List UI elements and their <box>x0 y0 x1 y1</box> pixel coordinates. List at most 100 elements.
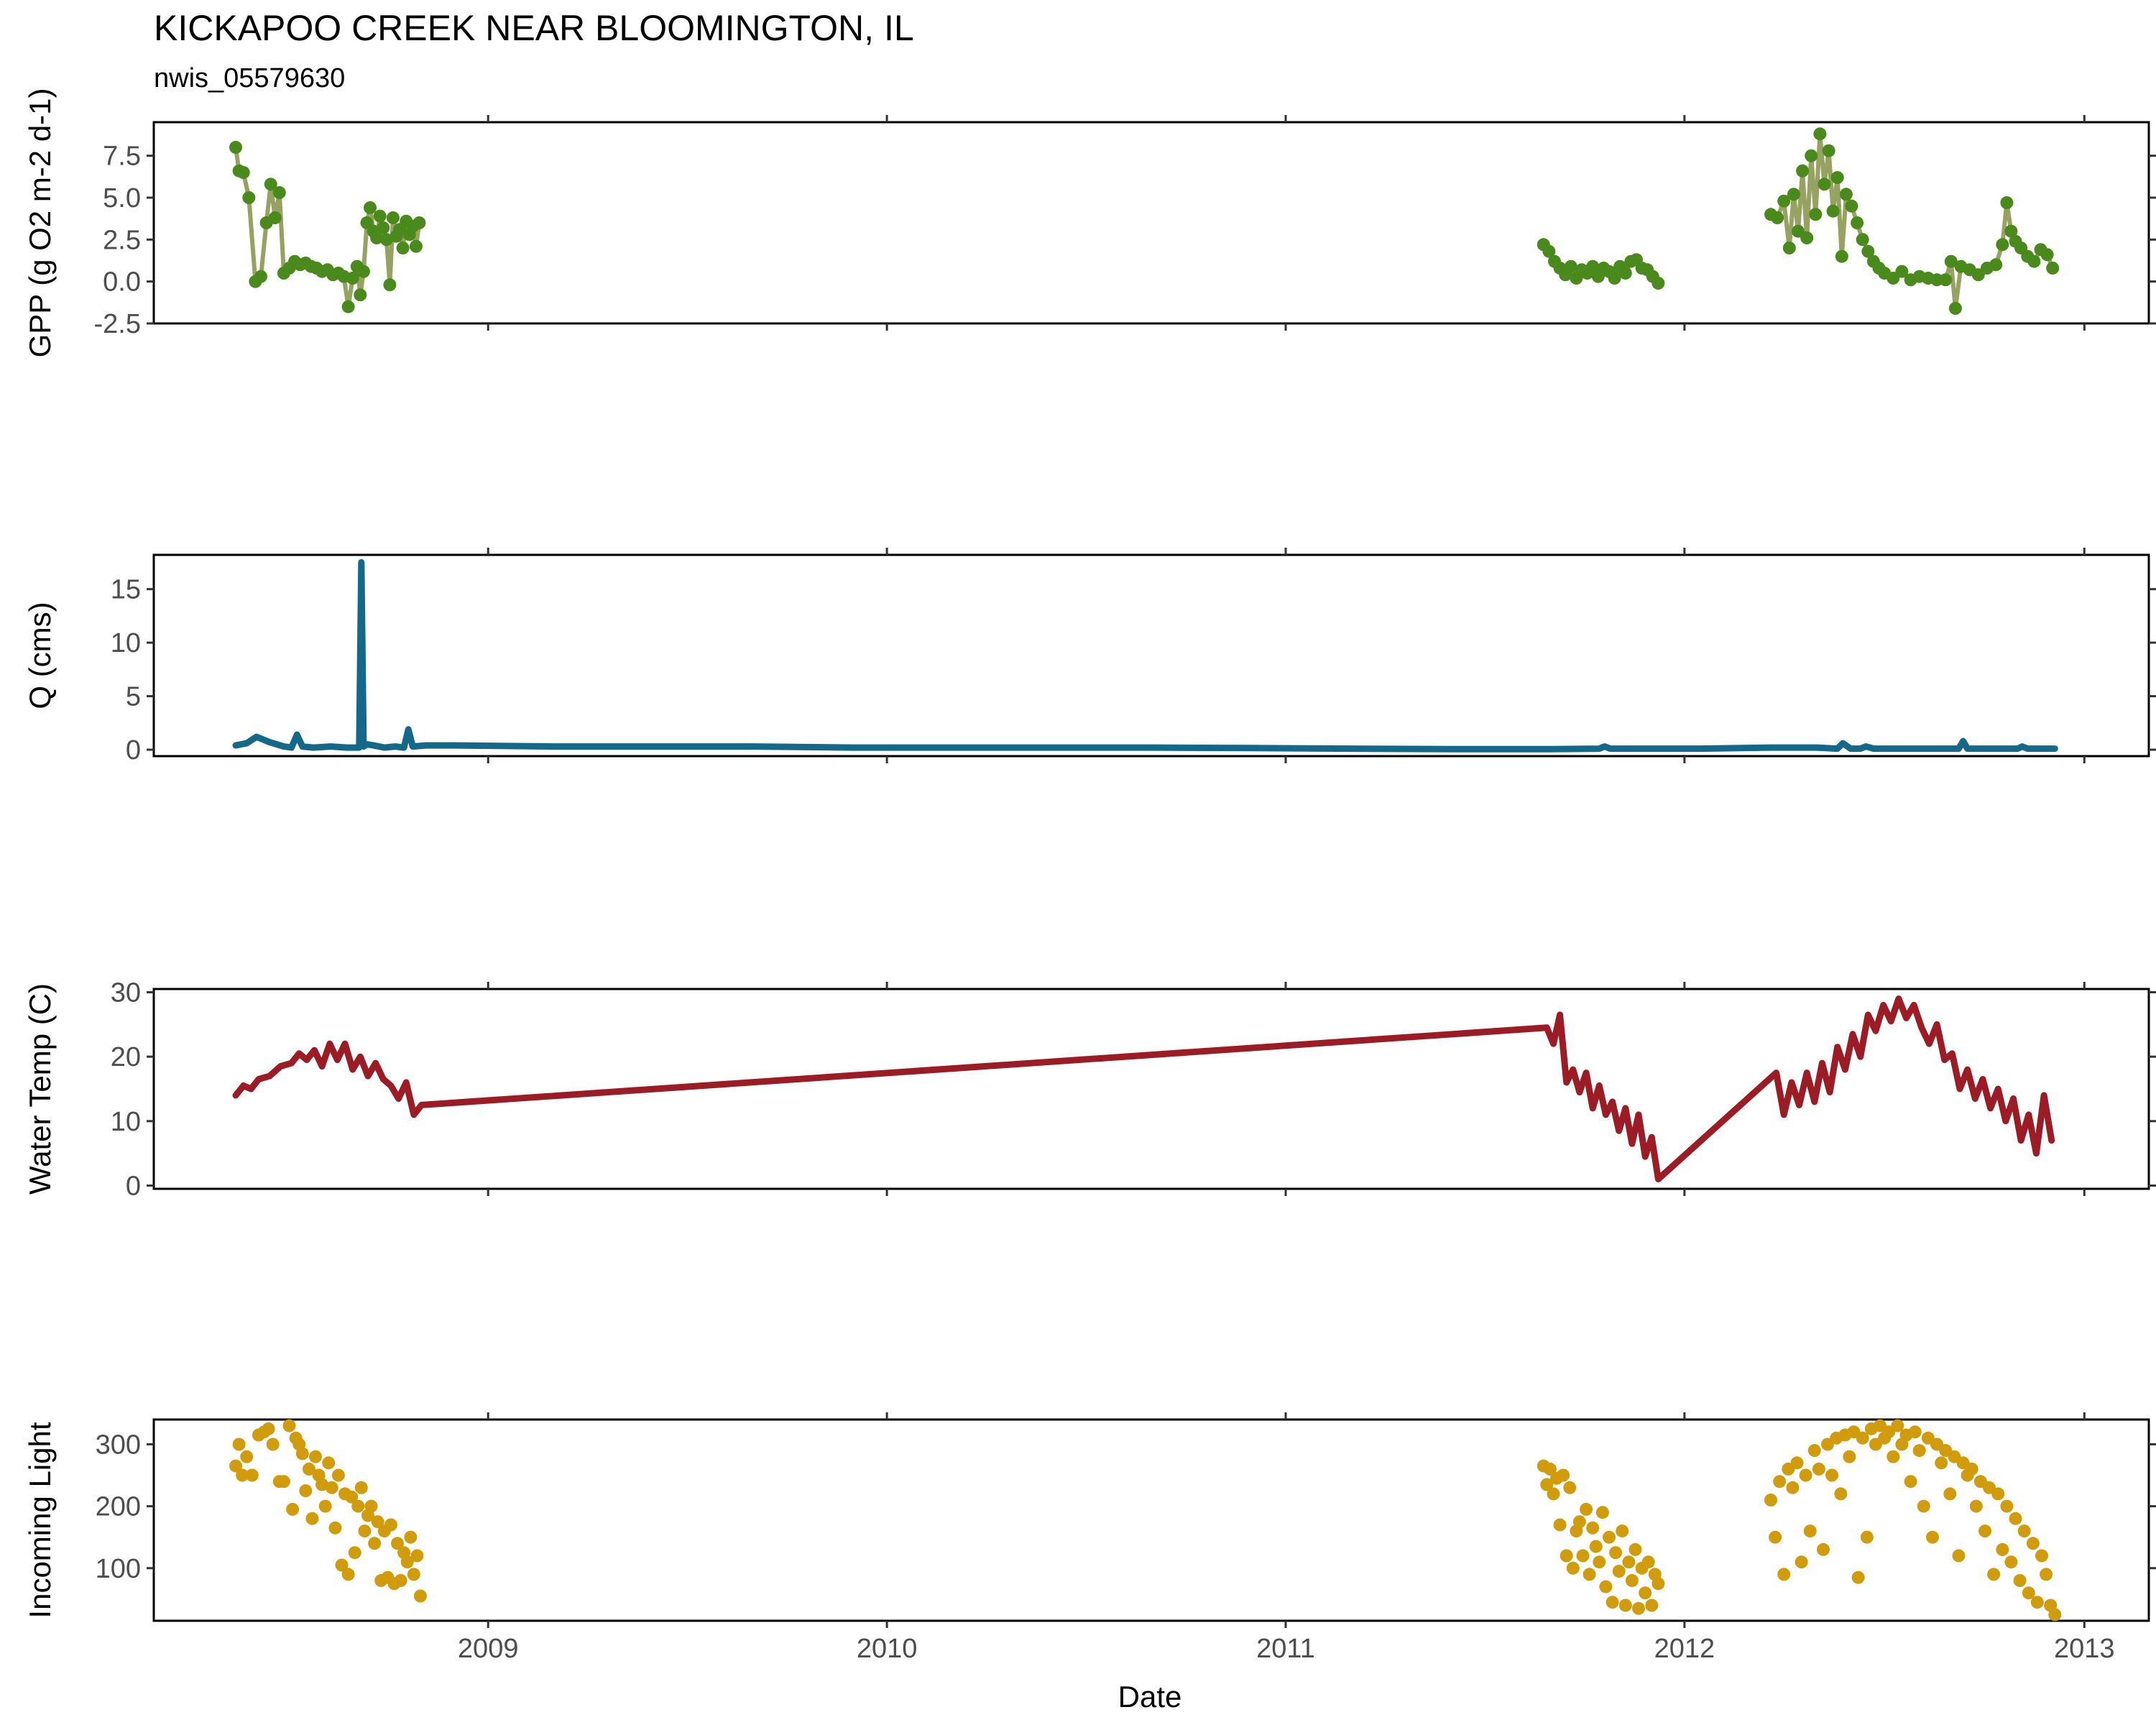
light-point <box>1886 1450 1900 1463</box>
light-point <box>1583 1568 1596 1581</box>
light-point <box>335 1558 349 1572</box>
light-point <box>1790 1456 1804 1470</box>
light-point <box>364 1499 378 1513</box>
x-tick-label: 2010 <box>857 1634 918 1664</box>
light-point <box>262 1422 275 1435</box>
light-point <box>1557 1468 1570 1482</box>
gpp-point <box>409 239 423 253</box>
gpp-point <box>1809 208 1823 221</box>
x-tick-label: 2013 <box>2054 1634 2115 1664</box>
light-point <box>1543 1462 1557 1476</box>
gpp-point <box>2046 262 2060 275</box>
light-point <box>2009 1512 2022 1525</box>
gpp-point <box>1996 238 2009 252</box>
light-point <box>368 1537 382 1550</box>
light-point <box>1825 1468 1839 1482</box>
light-point <box>2013 1574 2027 1587</box>
light-point <box>1795 1555 1808 1569</box>
gpp-point <box>1826 204 1840 218</box>
gpp-point <box>1835 249 1848 263</box>
light-point <box>1987 1568 2001 1581</box>
light-point <box>1547 1487 1560 1501</box>
light-point <box>1851 1570 1865 1584</box>
light-point <box>2017 1524 2031 1538</box>
gpp-point <box>1796 164 1810 178</box>
light-point <box>2000 1499 2014 1513</box>
light-point <box>1639 1586 1652 1600</box>
panel-discharge: 0 5 10 15 Q (cms) <box>23 548 2156 765</box>
light-point <box>318 1499 332 1513</box>
light-point <box>1773 1475 1787 1489</box>
y-tick-label: -2.5 <box>94 309 141 339</box>
light-point <box>1908 1425 1922 1439</box>
gpp-point <box>354 288 367 302</box>
x-tick-label: 2011 <box>1256 1634 1315 1664</box>
light-point <box>2026 1537 2040 1550</box>
light-point <box>391 1537 404 1550</box>
y-tick-label: 30 <box>111 978 141 1008</box>
gpp-point <box>1564 259 1577 273</box>
light-point <box>1606 1596 1619 1609</box>
y-axis-label: Water Temp (C) <box>23 983 57 1195</box>
light-point <box>240 1450 254 1463</box>
gpp-point <box>1608 272 1621 285</box>
gpp-point <box>1895 264 1909 278</box>
light-point <box>394 1574 407 1587</box>
panel-border <box>152 121 2150 325</box>
gpp-point <box>1989 258 2003 272</box>
gpp-point <box>341 300 355 313</box>
y-tick-label: 5 <box>126 682 141 712</box>
light-point <box>1799 1468 1812 1482</box>
light-point <box>1912 1444 1926 1458</box>
light-point <box>328 1521 342 1535</box>
light-point <box>1625 1574 1639 1587</box>
light-point <box>1599 1580 1613 1593</box>
panel-water-temp: 0 10 20 30 Water Temp (C) <box>23 978 2156 1202</box>
light-point <box>1645 1598 1659 1612</box>
gpp-point <box>1777 194 1791 208</box>
light-point <box>1589 1540 1603 1553</box>
light-point <box>1566 1561 1580 1575</box>
gpp-point <box>1856 233 1869 247</box>
light-point <box>358 1524 372 1538</box>
gpp-point <box>379 233 393 247</box>
y-tick-label: 300 <box>96 1430 141 1460</box>
y-tick-label: 10 <box>111 628 141 658</box>
gpp-point <box>1800 231 1814 244</box>
gpp-point <box>242 191 256 204</box>
light-point <box>1807 1444 1821 1458</box>
light-point <box>1609 1546 1623 1560</box>
y-tick-label: 0 <box>126 735 141 765</box>
gpp-point <box>1813 127 1827 141</box>
light-point <box>2048 1608 2062 1622</box>
light-point <box>1978 1524 1991 1538</box>
panel-border <box>152 988 2150 1190</box>
light-point <box>1563 1481 1577 1494</box>
gpp-point <box>1944 254 1958 268</box>
gpp-point <box>1618 267 1632 280</box>
gpp-point <box>254 270 267 283</box>
light-point <box>384 1518 397 1532</box>
light-point <box>1586 1521 1600 1535</box>
gpp-point <box>2000 196 2014 209</box>
light-point <box>1891 1419 1904 1432</box>
x-axis-label: Date <box>1118 1680 1182 1714</box>
light-point <box>277 1475 290 1489</box>
y-tick-label: 200 <box>96 1492 141 1522</box>
light-point <box>1595 1506 1609 1519</box>
light-point <box>1860 1530 1874 1544</box>
light-point <box>1618 1598 1632 1612</box>
light-point <box>286 1502 300 1516</box>
light-point <box>282 1419 296 1432</box>
chart-subtitle: nwis_05579630 <box>154 63 346 93</box>
gpp-point <box>1839 188 1853 201</box>
light-point <box>1576 1549 1590 1563</box>
gpp-point <box>370 231 384 244</box>
light-point <box>1817 1542 1830 1556</box>
light-point <box>299 1484 313 1498</box>
y-tick-label: 20 <box>111 1042 141 1072</box>
light-point <box>400 1555 414 1569</box>
gpp-point <box>1948 302 1962 315</box>
q-series-line <box>232 558 2058 753</box>
